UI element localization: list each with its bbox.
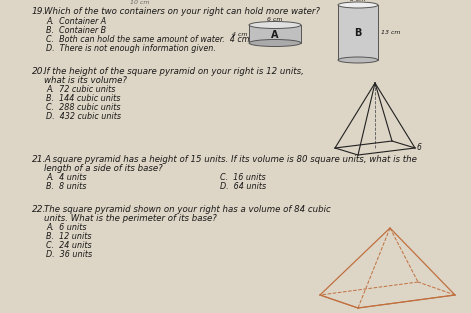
Text: 19.: 19. bbox=[32, 7, 46, 16]
Text: 22.: 22. bbox=[32, 205, 46, 214]
Text: 13 cm: 13 cm bbox=[381, 30, 400, 35]
Text: B.  12 units: B. 12 units bbox=[46, 232, 91, 241]
Text: C.  288 cubic units: C. 288 cubic units bbox=[46, 103, 121, 112]
Text: 21.: 21. bbox=[32, 155, 46, 164]
Text: A.  Container A: A. Container A bbox=[46, 17, 106, 26]
Text: 20.: 20. bbox=[32, 67, 46, 76]
Text: 6 cm: 6 cm bbox=[267, 17, 283, 22]
Text: D.  64 units: D. 64 units bbox=[220, 182, 266, 191]
Text: The square pyramid shown on your right has a volume of 84 cubic: The square pyramid shown on your right h… bbox=[44, 205, 331, 214]
Bar bbox=[338, 5, 378, 60]
Text: D.  36 units: D. 36 units bbox=[46, 250, 92, 259]
Text: D.  432 cubic units: D. 432 cubic units bbox=[46, 112, 121, 121]
Text: 3 cm: 3 cm bbox=[350, 0, 366, 2]
Text: 10 cm: 10 cm bbox=[130, 0, 149, 5]
Bar bbox=[249, 25, 301, 43]
Text: A.  72 cubic units: A. 72 cubic units bbox=[46, 85, 115, 94]
Text: B.  144 cubic units: B. 144 cubic units bbox=[46, 94, 121, 103]
Text: what is its volume?: what is its volume? bbox=[44, 76, 127, 85]
Text: Which of the two containers on your right can hold more water?: Which of the two containers on your righ… bbox=[44, 7, 320, 16]
Text: length of a side of its base?: length of a side of its base? bbox=[44, 164, 163, 173]
Text: A: A bbox=[271, 30, 279, 40]
Text: B: B bbox=[354, 28, 362, 38]
Text: D.  There is not enough information given.: D. There is not enough information given… bbox=[46, 44, 216, 53]
Text: C.  24 units: C. 24 units bbox=[46, 241, 92, 250]
Text: A.  4 units: A. 4 units bbox=[46, 173, 87, 182]
Ellipse shape bbox=[338, 2, 378, 8]
Ellipse shape bbox=[338, 57, 378, 63]
Text: If the height of the square pyramid on your right is 12 units,: If the height of the square pyramid on y… bbox=[44, 67, 304, 76]
Text: 4 cm: 4 cm bbox=[232, 32, 247, 37]
Ellipse shape bbox=[249, 22, 301, 28]
Text: units. What is the perimeter of its base?: units. What is the perimeter of its base… bbox=[44, 214, 217, 223]
Text: A.  6 units: A. 6 units bbox=[46, 223, 87, 232]
Text: C.  Both can hold the same amount of water.  4 cm: C. Both can hold the same amount of wate… bbox=[46, 35, 250, 44]
Text: A square pyramid has a height of 15 units. If its volume is 80 square units, wha: A square pyramid has a height of 15 unit… bbox=[44, 155, 417, 164]
Ellipse shape bbox=[249, 39, 301, 47]
Text: B.  8 units: B. 8 units bbox=[46, 182, 86, 191]
Text: C.  16 units: C. 16 units bbox=[220, 173, 266, 182]
Text: 6: 6 bbox=[417, 143, 422, 152]
Text: B.  Container B: B. Container B bbox=[46, 26, 106, 35]
